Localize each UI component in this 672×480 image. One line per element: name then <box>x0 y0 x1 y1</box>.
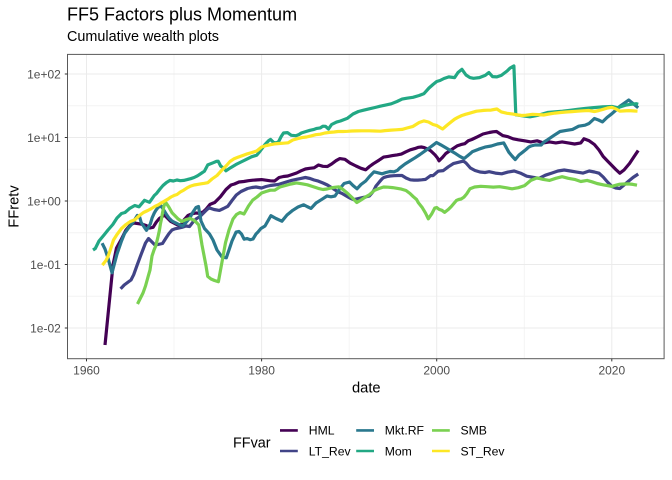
svg-text:1e+02: 1e+02 <box>27 67 61 81</box>
svg-text:ST_Rev: ST_Rev <box>461 444 506 458</box>
svg-text:2020: 2020 <box>598 364 625 378</box>
svg-text:FFvar: FFvar <box>233 435 271 451</box>
svg-text:FFretv: FFretv <box>7 185 23 228</box>
svg-text:Mom: Mom <box>385 444 412 458</box>
svg-text:1e+00: 1e+00 <box>27 194 61 208</box>
svg-text:2000: 2000 <box>423 364 450 378</box>
svg-text:1e+01: 1e+01 <box>27 131 61 145</box>
svg-text:SMB: SMB <box>461 424 487 438</box>
svg-text:Cumulative wealth plots: Cumulative wealth plots <box>67 29 219 45</box>
svg-text:date: date <box>352 381 381 397</box>
svg-text:FF5 Factors plus Momentum: FF5 Factors plus Momentum <box>67 4 297 24</box>
svg-text:HML: HML <box>309 424 335 438</box>
svg-text:1960: 1960 <box>73 364 100 378</box>
svg-text:1e-02: 1e-02 <box>30 321 61 335</box>
svg-text:1e-01: 1e-01 <box>30 258 61 272</box>
svg-text:Mkt.RF: Mkt.RF <box>385 424 424 438</box>
svg-text:1980: 1980 <box>248 364 275 378</box>
svg-text:LT_Rev: LT_Rev <box>309 444 352 458</box>
